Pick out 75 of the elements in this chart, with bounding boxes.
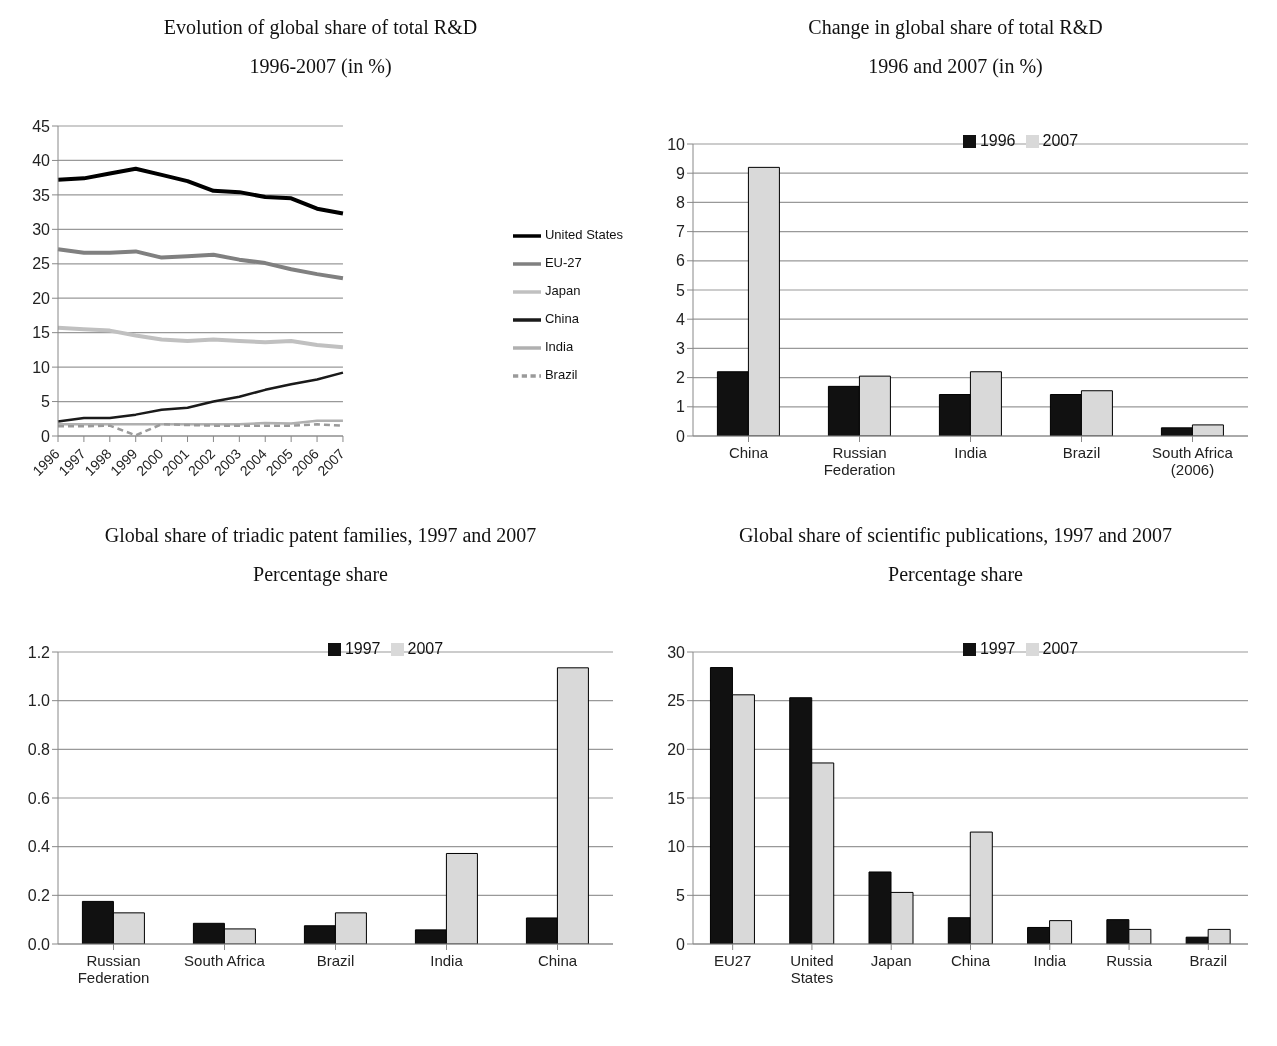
legend-label: 2007: [1042, 640, 1079, 657]
x-tick-label: India: [1033, 952, 1067, 969]
x-tick-label: South Africa: [184, 952, 266, 969]
chart-title: Change in global share of total R&D: [807, 16, 1104, 39]
x-tick-label: Russian Federation: [823, 444, 896, 478]
x-tick-label: India: [430, 952, 464, 969]
x-tick-label: Brazil: [1189, 952, 1228, 969]
y-tick-label: 1.0: [27, 692, 51, 710]
x-tick-label: Brazil: [1062, 444, 1101, 461]
y-tick-label: 1: [676, 398, 686, 416]
x-tick-label: China: [537, 952, 578, 969]
y-tick-label: 40: [32, 152, 51, 170]
legend-label: Japan: [544, 283, 581, 299]
y-tick-label: 30: [667, 643, 686, 661]
x-tick-label: United States: [790, 952, 834, 986]
line-series: [56, 166, 345, 216]
y-tick-label: 7: [676, 223, 686, 241]
y-tick-label: 0.4: [27, 838, 51, 856]
y-tick-label: 20: [32, 289, 51, 307]
x-tick-label: EU27: [713, 952, 752, 969]
line-series: [56, 371, 345, 423]
chart-subtitle: 1996-2007 (in %): [248, 55, 393, 78]
legend-label: India: [544, 339, 574, 355]
y-tick-label: 0: [676, 427, 686, 445]
y-tick-label: 10: [32, 358, 51, 376]
x-tick-label: China: [728, 444, 769, 461]
y-tick-label: 0: [676, 935, 686, 953]
legend-label: EU-27: [544, 255, 582, 271]
legend-label: 2007: [407, 640, 444, 657]
legend-label: United States: [544, 227, 623, 243]
y-tick-label: 10: [667, 838, 686, 856]
legend-label: 1996: [979, 132, 1016, 149]
y-tick-label: 8: [676, 194, 686, 212]
legend-label: China: [544, 311, 579, 327]
x-tick-label: Japan: [870, 952, 912, 969]
x-tick-label: Brazil: [316, 952, 355, 969]
y-tick-label: 0: [41, 427, 51, 445]
x-tick-label: China: [950, 952, 991, 969]
x-tick-label: South Africa (2006): [1152, 444, 1234, 478]
y-tick-label: 0.2: [27, 887, 51, 905]
legend-label: 1997: [344, 640, 381, 657]
y-tick-label: 0.8: [27, 741, 51, 759]
y-tick-label: 35: [32, 186, 51, 204]
x-tick-label: Russian Federation: [77, 952, 150, 986]
y-tick-label: 10: [667, 135, 686, 153]
chart-title: Evolution of global share of total R&D: [162, 16, 479, 39]
y-tick-label: 9: [676, 164, 686, 182]
x-tick-label: Russia: [1106, 952, 1153, 969]
chart-subtitle: 1996 and 2007 (in %): [867, 55, 1044, 78]
y-tick-label: 25: [667, 692, 686, 710]
chart-subtitle: Percentage share: [252, 563, 389, 586]
y-tick-label: 30: [32, 221, 51, 239]
y-tick-label: 25: [32, 255, 51, 273]
y-tick-label: 1.2: [27, 643, 51, 661]
y-tick-label: 3: [676, 340, 686, 358]
chart-title: Global share of scientific publications, 1997 and 2007: [737, 524, 1174, 547]
legend-label: 2007: [1042, 132, 1079, 149]
y-tick-label: 5: [676, 887, 686, 905]
y-tick-label: 15: [667, 789, 686, 807]
legend-label: Brazil: [544, 367, 578, 383]
y-tick-label: 2: [676, 369, 686, 387]
x-tick-label: India: [954, 444, 988, 461]
y-tick-label: 0.6: [27, 789, 51, 807]
line-series: [56, 325, 345, 350]
y-tick-label: 0.0: [27, 935, 51, 953]
y-tick-label: 15: [32, 324, 51, 342]
chart-subtitle: Percentage share: [887, 563, 1024, 586]
y-tick-label: 6: [676, 252, 686, 270]
legend-label: 1997: [979, 640, 1016, 657]
y-tick-label: 4: [676, 310, 686, 328]
y-tick-label: 5: [676, 281, 686, 299]
y-tick-label: 20: [667, 741, 686, 759]
y-tick-label: 45: [32, 117, 51, 135]
chart-title: Global share of triadic patent families, 1997 and 2007: [103, 524, 538, 547]
y-tick-label: 5: [41, 393, 51, 411]
